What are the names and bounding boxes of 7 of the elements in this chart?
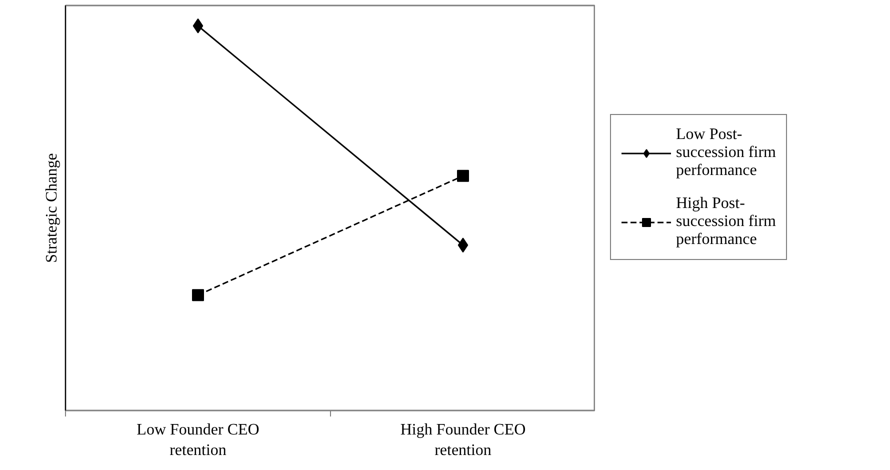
- point: [457, 170, 469, 182]
- legend-label: Low Post-succession firm performance: [676, 125, 776, 180]
- point: [192, 289, 204, 302]
- x-tick-label: Low Founder CEO retention: [136, 422, 260, 459]
- legend-label: High Post-succession firm performance: [676, 194, 776, 249]
- y-axis-title: Strategic Change: [44, 153, 60, 263]
- x-tick-label: High Founder CEO retention: [400, 422, 526, 459]
